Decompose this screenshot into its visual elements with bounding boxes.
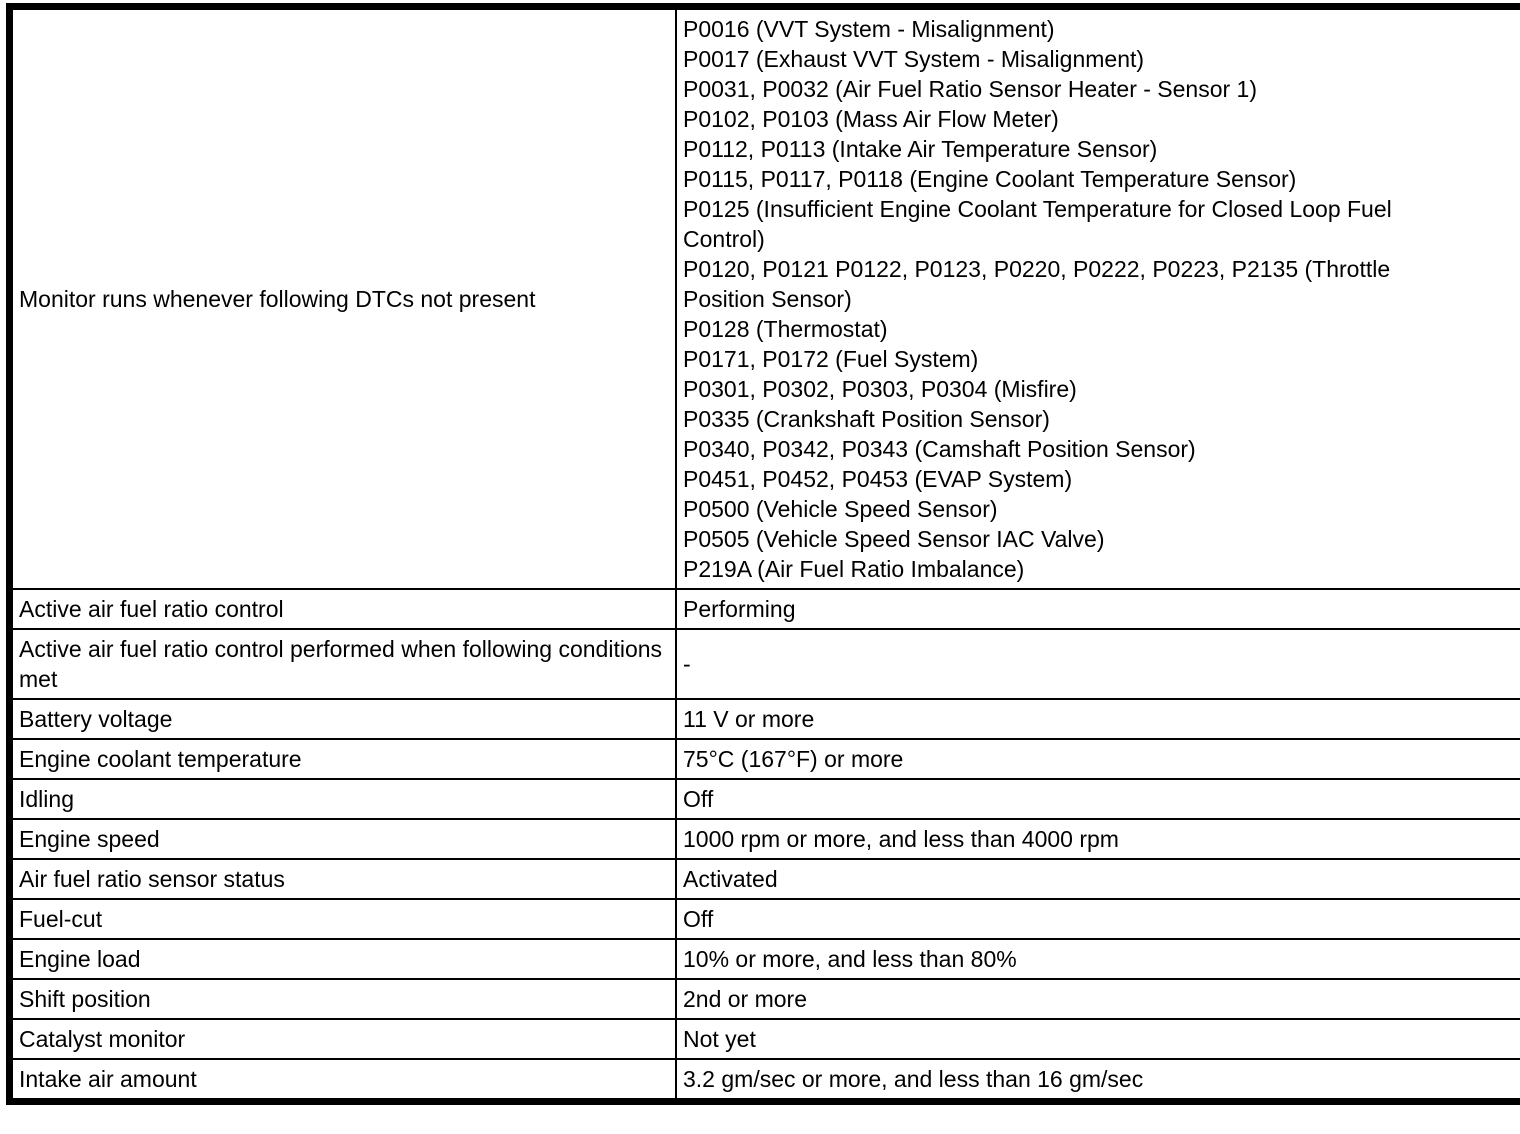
row-value: Not yet xyxy=(675,1018,1520,1060)
value-line: P0171, P0172 (Fuel System) xyxy=(683,346,979,372)
value-line: 10% or more, and less than 80% xyxy=(683,946,1017,972)
value-line: P0128 (Thermostat) xyxy=(683,316,888,342)
table-row: Air fuel ratio sensor status Activated xyxy=(8,858,1520,900)
table-row: Catalyst monitor Not yet xyxy=(8,1018,1520,1060)
row-label: Idling xyxy=(8,778,677,820)
value-line: 1000 rpm or more, and less than 4000 rpm xyxy=(683,826,1119,852)
row-label: Active air fuel ratio control performed … xyxy=(8,628,677,700)
row-value: 10% or more, and less than 80% xyxy=(675,938,1520,980)
row-label: Engine coolant temperature xyxy=(8,738,677,780)
value-line: Control) xyxy=(683,226,765,252)
value-line: Performing xyxy=(683,596,796,622)
value-line: P0017 (Exhaust VVT System - Misalignment… xyxy=(683,46,1145,72)
row-value: Performing xyxy=(675,588,1520,630)
table-row: Engine speed 1000 rpm or more, and less t… xyxy=(8,818,1520,860)
value-line: P0500 (Vehicle Speed Sensor) xyxy=(683,496,998,522)
value-line: P219A (Air Fuel Ratio Imbalance) xyxy=(683,556,1025,582)
table-row: Monitor runs whenever following DTCs not… xyxy=(8,5,1520,590)
table-row: Active air fuel ratio control Performing xyxy=(8,588,1520,630)
row-value: 3.2 gm/sec or more, and less than 16 gm/… xyxy=(675,1058,1520,1103)
value-line: P0125 (Insufficient Engine Coolant Tempe… xyxy=(683,196,1392,222)
value-line: P0115, P0117, P0118 (Engine Coolant Temp… xyxy=(683,166,1297,192)
row-label: Intake air amount xyxy=(8,1058,677,1103)
row-label: Air fuel ratio sensor status xyxy=(8,858,677,900)
row-label: Engine speed xyxy=(8,818,677,860)
value-line: P0120, P0121 P0122, P0123, P0220, P0222,… xyxy=(683,256,1391,282)
table-row: Shift position 2nd or more xyxy=(8,978,1520,1020)
spec-table-body: Monitor runs whenever following DTCs not… xyxy=(8,5,1520,1103)
value-line: Activated xyxy=(683,866,778,892)
value-line: P0340, P0342, P0343 (Camshaft Position S… xyxy=(683,436,1196,462)
row-value: 11 V or more xyxy=(675,698,1520,740)
table-row: Intake air amount 3.2 gm/sec or more, and… xyxy=(8,1058,1520,1103)
value-line: 75°C (167°F) or more xyxy=(683,746,904,772)
row-label: Engine load xyxy=(8,938,677,980)
value-line: Not yet xyxy=(683,1026,756,1052)
table-row: Fuel-cut Off xyxy=(8,898,1520,940)
value-line: Off xyxy=(683,906,714,932)
table-row: Idling Off xyxy=(8,778,1520,820)
row-label: Active air fuel ratio control xyxy=(8,588,677,630)
value-line: P0016 (VVT System - Misalignment) xyxy=(683,16,1055,42)
value-line: Off xyxy=(683,786,714,812)
row-label: Catalyst monitor xyxy=(8,1018,677,1060)
value-line: P0505 (Vehicle Speed Sensor IAC Valve) xyxy=(683,526,1105,552)
row-value: 75°C (167°F) or more xyxy=(675,738,1520,780)
row-label: Battery voltage xyxy=(8,698,677,740)
value-line: 11 V or more xyxy=(683,706,815,732)
value-line: Position Sensor) xyxy=(683,286,852,312)
row-label: Fuel-cut xyxy=(8,898,677,940)
row-value: P0016 (VVT System - Misalignment) P0017 (… xyxy=(675,5,1520,590)
table-row: Active air fuel ratio control performed … xyxy=(8,628,1520,700)
row-value: Activated xyxy=(675,858,1520,900)
row-value: - xyxy=(675,628,1520,700)
table-row: Battery voltage 11 V or more xyxy=(8,698,1520,740)
table-row: Engine coolant temperature 75°C (167°F) o… xyxy=(8,738,1520,780)
monitor-conditions-table: Monitor runs whenever following DTCs not… xyxy=(6,3,1520,1105)
value-line: - xyxy=(683,651,691,677)
value-line: P0301, P0302, P0303, P0304 (Misfire) xyxy=(683,376,1077,402)
row-label: Shift position xyxy=(8,978,677,1020)
row-value: Off xyxy=(675,898,1520,940)
row-value: 2nd or more xyxy=(675,978,1520,1020)
value-line: 3.2 gm/sec or more, and less than 16 gm/… xyxy=(683,1066,1144,1092)
table-row: Engine load 10% or more, and less than 80… xyxy=(8,938,1520,980)
value-line: P0451, P0452, P0453 (EVAP System) xyxy=(683,466,1073,492)
row-value: 1000 rpm or more, and less than 4000 rpm xyxy=(675,818,1520,860)
value-line: 2nd or more xyxy=(683,986,808,1012)
value-line: P0335 (Crankshaft Position Sensor) xyxy=(683,406,1050,432)
value-line: P0112, P0113 (Intake Air Temperature Sen… xyxy=(683,136,1158,162)
row-value: Off xyxy=(675,778,1520,820)
value-line: P0031, P0032 (Air Fuel Ratio Sensor Heat… xyxy=(683,76,1258,102)
row-label: Monitor runs whenever following DTCs not… xyxy=(8,5,677,590)
value-line: P0102, P0103 (Mass Air Flow Meter) xyxy=(683,106,1059,132)
